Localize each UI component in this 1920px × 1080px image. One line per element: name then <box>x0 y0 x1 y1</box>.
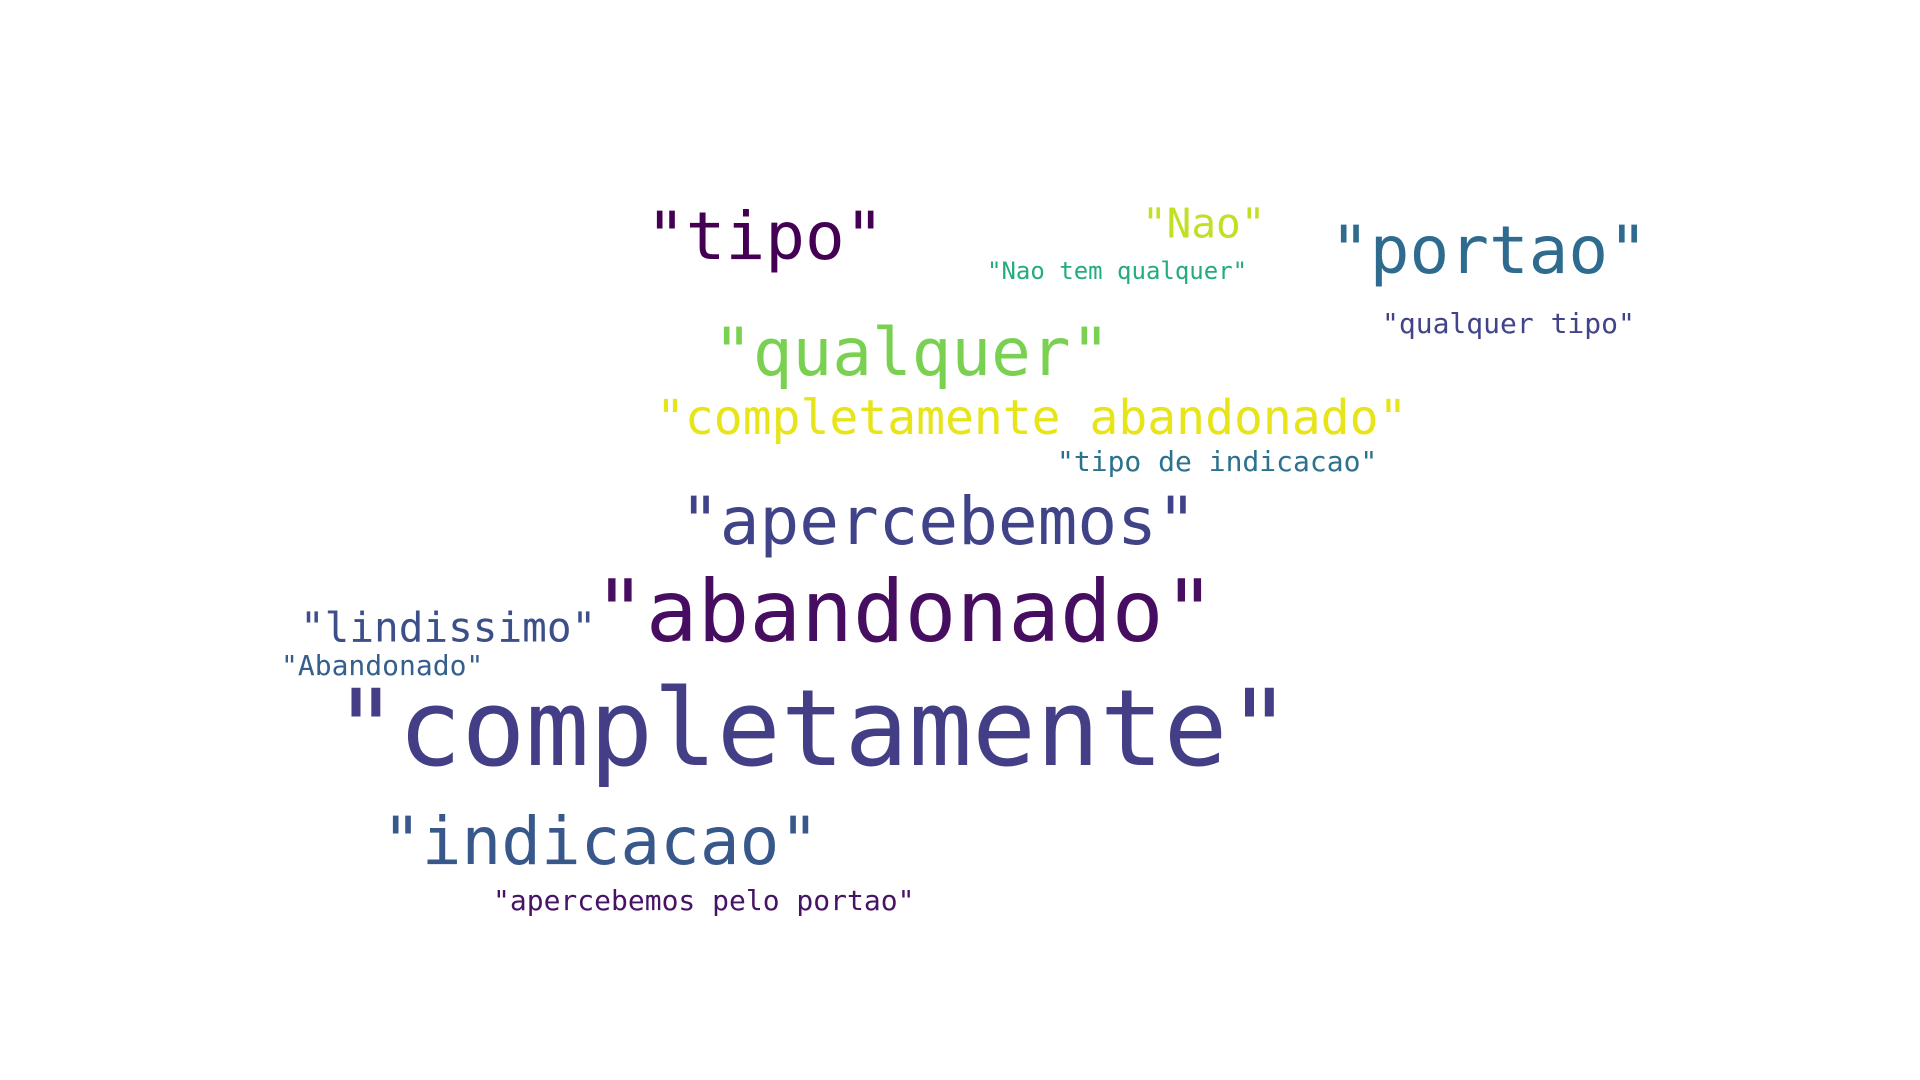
word-completamente-abandonado: "completamente abandonado" <box>656 390 1408 446</box>
word-lindissimo: "lindissimo" <box>300 603 597 652</box>
word-completamente: "completamente" <box>334 667 1292 790</box>
word-portao: "portao" <box>1330 212 1648 289</box>
word-abandonado-capitalized: "Abandonado" <box>281 649 484 682</box>
word-nao-tem-qualquer: "Nao tem qualquer" <box>987 257 1248 285</box>
word-nao: "Nao" <box>1142 199 1266 248</box>
word-apercebemos: "apercebemos" <box>680 483 1197 560</box>
word-apercebemos-pelo-portao: "apercebemos pelo portao" <box>493 884 915 917</box>
word-qualquer: "qualquer" <box>713 314 1111 391</box>
word-qualquer-tipo: "qualquer tipo" <box>1382 307 1635 340</box>
word-abandonado: "abandonado" <box>594 562 1216 662</box>
word-tipo: "tipo" <box>646 198 885 275</box>
word-indicacao: "indicacao" <box>382 803 820 880</box>
word-tipo-de-indicacao: "tipo de indicacao" <box>1057 445 1378 478</box>
